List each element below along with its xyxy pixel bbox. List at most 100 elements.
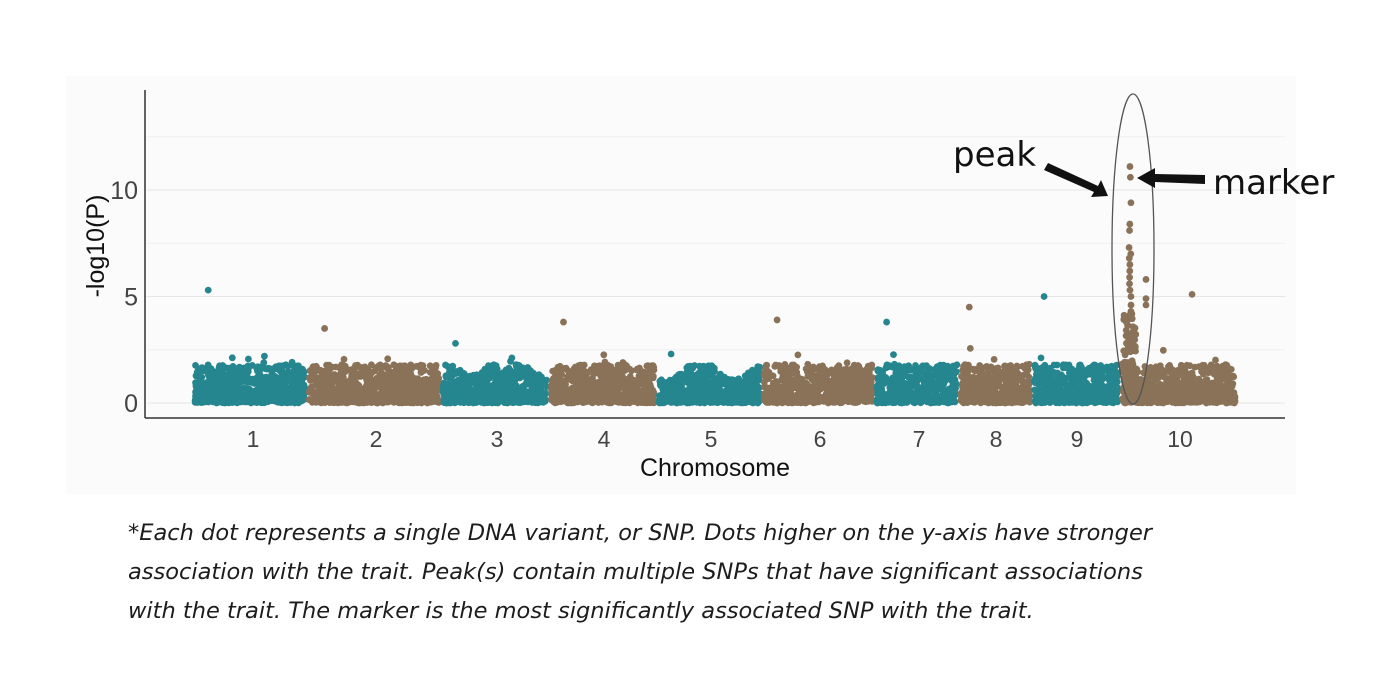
- snp-point: [726, 390, 734, 398]
- snp-point: [272, 376, 279, 384]
- snp-point-top: [965, 303, 973, 311]
- snp-point: [838, 379, 845, 387]
- snp-point: [326, 395, 334, 402]
- snp-point: [805, 398, 813, 405]
- snp-point: [683, 399, 691, 407]
- snp-point: [793, 384, 801, 391]
- snp-point: [248, 362, 256, 369]
- snp-point: [473, 378, 480, 386]
- snp-point: [647, 391, 655, 399]
- snp-point: [366, 396, 374, 404]
- snp-point: [633, 391, 641, 398]
- snp-point: [334, 396, 342, 403]
- snp-point: [985, 399, 993, 407]
- snp-point: [450, 387, 457, 395]
- snp-point: [533, 380, 540, 388]
- snp-point: [220, 365, 228, 373]
- snp-point: [412, 378, 420, 386]
- snp-point: [854, 366, 861, 374]
- snp-point: [366, 374, 374, 381]
- snp-point: [979, 364, 986, 372]
- snp-point: [658, 381, 666, 389]
- snp-point: [868, 398, 876, 405]
- snp-point: [693, 371, 701, 378]
- snp-point: [254, 363, 262, 371]
- snp-point: [282, 396, 290, 403]
- snp-point: [240, 384, 247, 392]
- snp-point: [1005, 392, 1013, 399]
- snp-point: [400, 362, 408, 370]
- snp-point: [404, 385, 412, 392]
- snp-point-top: [204, 286, 212, 294]
- snp-point: [360, 399, 368, 407]
- snp-point: [466, 372, 474, 380]
- snp-point: [344, 388, 352, 396]
- snp-point: [950, 386, 958, 393]
- snp-point: [686, 380, 694, 388]
- snp-point: [568, 388, 576, 396]
- snp-point: [323, 382, 330, 390]
- snp-point: [715, 387, 723, 395]
- snp-point: [241, 371, 249, 379]
- snp-point: [868, 382, 875, 390]
- snp-point: [1025, 382, 1032, 389]
- snp-point: [997, 369, 1005, 377]
- snp-point: [716, 379, 724, 387]
- snp-point: [606, 399, 614, 406]
- snp-point: [217, 383, 225, 391]
- snp-point: [446, 377, 454, 385]
- snp-point: [557, 398, 565, 406]
- snp-point: [804, 360, 812, 368]
- snp-point: [370, 388, 377, 395]
- snp-point: [826, 393, 833, 400]
- snp-point: [196, 375, 204, 383]
- snp-point: [784, 399, 792, 407]
- snp-point: [541, 397, 549, 405]
- snp-point: [765, 375, 772, 383]
- snp-point: [362, 386, 369, 393]
- snp-point: [390, 361, 398, 369]
- snp-point: [418, 367, 426, 375]
- snp-point: [691, 380, 698, 388]
- snp-point: [828, 385, 836, 393]
- snp-point: [213, 399, 221, 407]
- snp-point: [419, 362, 427, 370]
- snp-point: [518, 387, 526, 395]
- snp-point: [403, 373, 411, 381]
- snp-point: [916, 375, 924, 382]
- snp-point: [907, 373, 915, 381]
- snp-point: [414, 399, 421, 407]
- snp-point: [958, 373, 965, 380]
- snp-point: [889, 374, 897, 382]
- snp-point: [932, 387, 939, 395]
- snp-point: [613, 372, 620, 380]
- snp-point: [765, 391, 772, 398]
- snp-point: [932, 368, 939, 375]
- snp-point: [420, 376, 428, 384]
- snp-point: [887, 385, 895, 392]
- snp-point: [994, 376, 1001, 383]
- snp-point: [978, 381, 986, 388]
- snp-point: [762, 362, 770, 369]
- snp-point: [708, 368, 716, 376]
- snp-point: [885, 362, 893, 370]
- snp-point: [574, 394, 581, 401]
- snp-point: [842, 397, 849, 404]
- snp-point: [251, 379, 258, 387]
- snp-point: [650, 396, 658, 404]
- snp-point: [373, 399, 380, 407]
- snp-point: [591, 369, 599, 377]
- snp-point: [642, 384, 650, 392]
- snp-point: [794, 351, 802, 359]
- snp-point: [991, 369, 999, 377]
- snp-point: [481, 390, 489, 398]
- snp-point: [339, 362, 346, 369]
- snp-point: [618, 396, 625, 403]
- snp-point: [776, 396, 784, 403]
- snp-point: [1021, 387, 1029, 395]
- snp-point: [862, 367, 870, 375]
- snp-point: [326, 387, 334, 395]
- snp-point: [940, 361, 947, 369]
- snp-point: [874, 374, 882, 381]
- snp-points: [191, 163, 1239, 407]
